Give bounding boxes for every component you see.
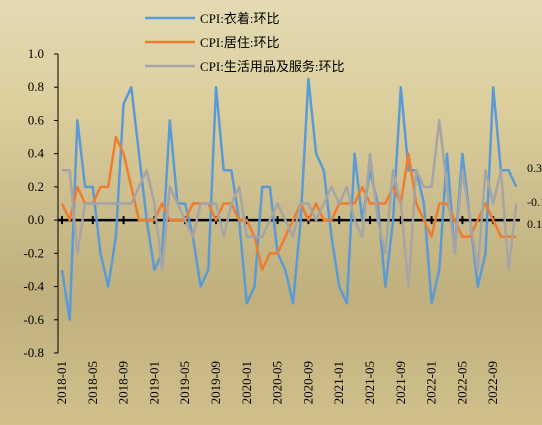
legend-label: CPI:生活用品及服务:环比 [200, 59, 344, 74]
legend-label: CPI:衣着:环比 [200, 11, 279, 26]
x-tick-label: 2019-05 [177, 361, 192, 404]
x-tick-label: 2020-09 [300, 361, 315, 404]
y-tick-label: 0.6 [28, 112, 45, 127]
y-tick-label: 0.8 [28, 79, 44, 94]
y-tick-label: 0.0 [28, 212, 44, 227]
y-tick-label: 1.0 [28, 46, 44, 61]
y-tick-label: -0.6 [23, 312, 44, 327]
x-tick-label: 2018-05 [85, 361, 100, 404]
x-tick-label: 2021-01 [331, 361, 346, 404]
annotation: 0.1 [527, 217, 542, 231]
x-tick-label: 2021-09 [393, 361, 408, 404]
legend-label: CPI:居住:环比 [200, 35, 279, 50]
x-tick-label: 2022-01 [424, 361, 439, 404]
y-tick-label: -0.4 [23, 279, 44, 294]
chart: -0.8 -0.6 -0.4 -0.2 0.0 0.2 0.4 0.6 0.8 1.0 2018-0… [0, 0, 542, 425]
x-tick-label: 2020-01 [239, 361, 254, 404]
annotation: -0.1 [527, 195, 542, 209]
chart-area: -0.8 -0.6 -0.4 -0.2 0.0 0.2 0.4 0.6 0.8 1.0 2018-0… [0, 0, 542, 425]
y-tick-label: -0.8 [23, 345, 44, 360]
x-tick-label: 2020-05 [270, 361, 285, 404]
annotation: 0.3 [527, 161, 542, 175]
x-tick-label: 2019-09 [208, 361, 223, 404]
y-tick-label: 0.4 [28, 146, 45, 161]
x-tick-label: 2018-09 [116, 361, 131, 404]
x-tick-label: 2022-05 [454, 361, 469, 404]
y-tick-label: 0.2 [28, 179, 44, 194]
x-tick-label: 2018-01 [54, 361, 69, 404]
y-tick-label: -0.2 [23, 245, 44, 260]
x-tick-label: 2019-01 [146, 361, 161, 404]
x-tick-label: 2021-05 [362, 361, 377, 404]
x-tick-label: 2022-09 [485, 361, 500, 404]
